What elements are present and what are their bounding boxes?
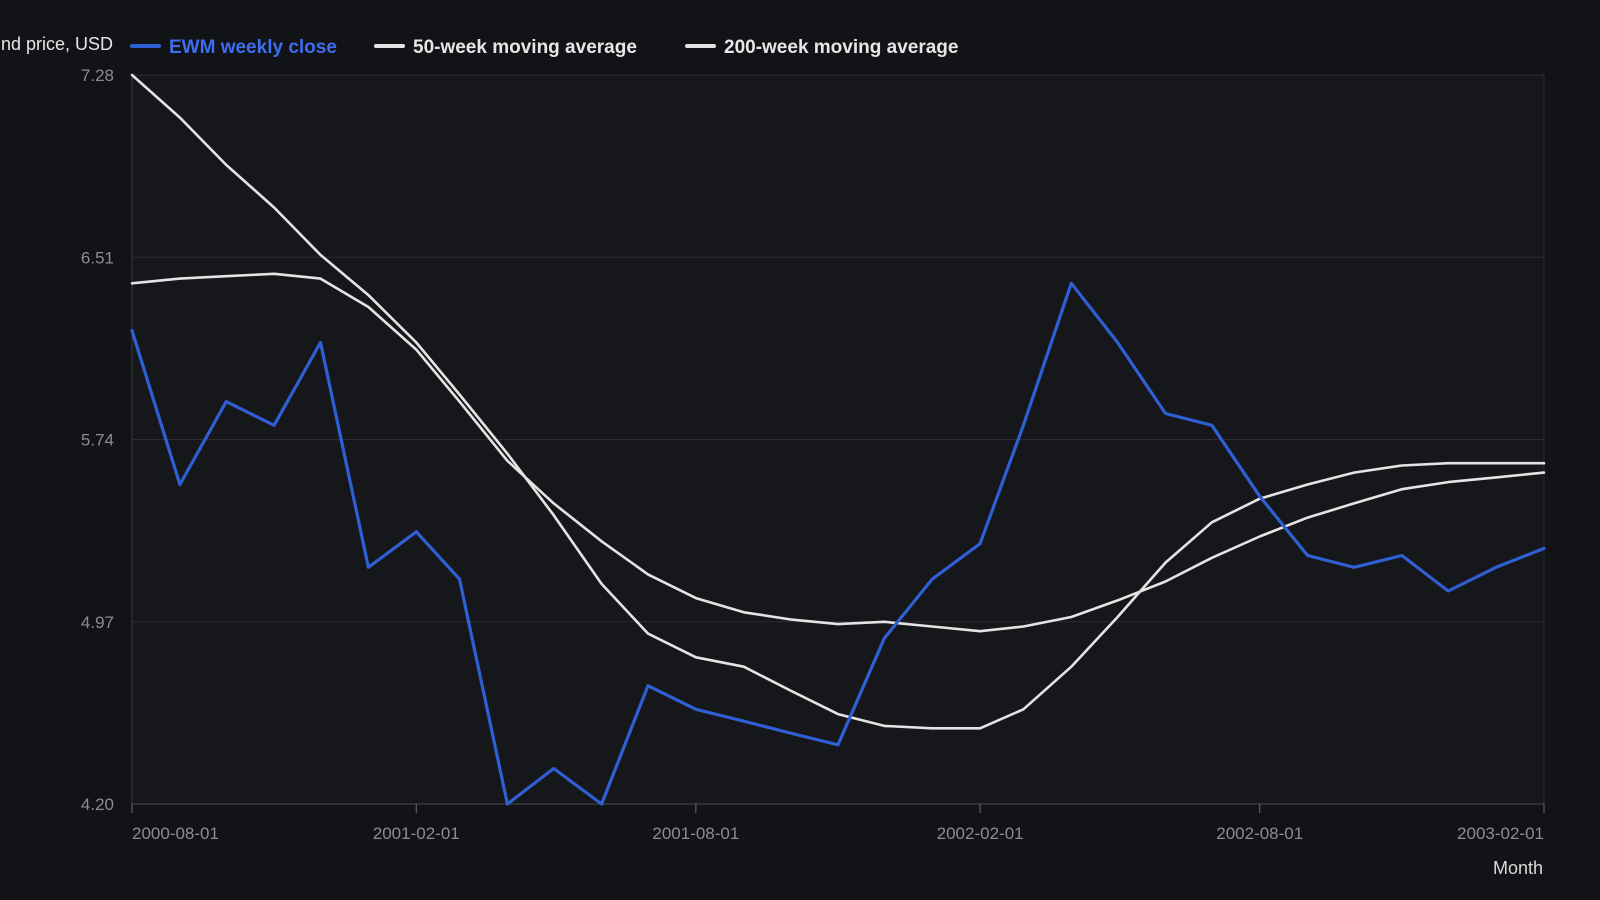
legend-label-50-week-ma: 50-week moving average <box>413 37 637 58</box>
y-tick-label: 6.51 <box>81 248 114 267</box>
legend-label-ewm-weekly-close: EWM weekly close <box>169 37 337 58</box>
legend-label-200-week-ma: 200-week moving average <box>724 37 958 58</box>
x-tick-label: 2001-08-01 <box>652 824 739 843</box>
x-tick-label: 2003-02-01 <box>1457 824 1544 843</box>
y-tick-label: 4.97 <box>81 613 114 632</box>
legend: EWM weekly close 50-week moving average 20… <box>130 37 958 58</box>
x-tick-label: 2000-08-01 <box>132 824 219 843</box>
y-tick-label: 4.20 <box>81 795 114 814</box>
x-axis-title: Month <box>1493 858 1543 878</box>
axes: 4.20 4.97 5.74 6.51 7.28 2000-08-01 2001-02-01… <box>81 66 1545 843</box>
x-tick-label: 2001-02-01 <box>373 824 460 843</box>
x-tick-label: 2002-02-01 <box>937 824 1024 843</box>
y-tick-label: 5.74 <box>81 431 114 450</box>
series-lines <box>130 73 1546 806</box>
series-line-50-week-ma <box>130 73 1546 730</box>
x-tick-label: 2002-08-01 <box>1216 824 1303 843</box>
y-tick-label: 7.28 <box>81 66 114 85</box>
y-axis-title: Fund price, USD <box>0 34 113 54</box>
series-line-200-week-ma <box>130 272 1546 633</box>
series-line-ewm-weekly-close <box>130 281 1546 806</box>
